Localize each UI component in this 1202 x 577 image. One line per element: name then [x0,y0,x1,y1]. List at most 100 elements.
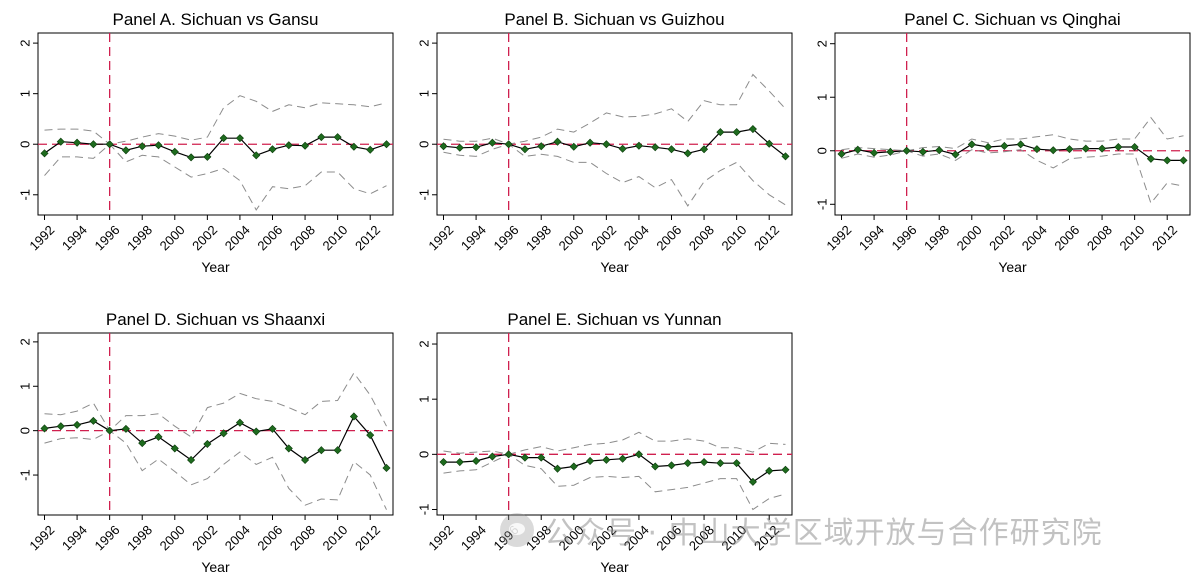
estimate-point [748,125,757,134]
x-tick-label: 1998 [124,222,155,253]
estimate-point [602,455,611,464]
y-tick-label: 2 [416,39,431,46]
estimate-point [1065,145,1074,154]
estimate-line [44,415,388,469]
plot-frame [37,32,394,216]
x-tick-label: 1994 [59,522,90,553]
x-tick-label: 2002 [986,222,1017,253]
estimate-point [170,444,179,453]
estimate-point [1049,146,1058,155]
x-tick-label: 2012 [352,522,383,553]
estimate-point [268,145,277,154]
estimate-point [748,477,757,486]
estimate-point [651,143,660,152]
estimate-point [252,427,261,436]
estimate-point [56,137,65,146]
y-tick-label: 2 [17,338,32,345]
x-tick-label: 1994 [856,222,887,253]
estimate-point [935,146,944,155]
y-tick-label: 1 [814,94,829,101]
estimate-point [569,142,578,151]
estimate-point [667,461,676,470]
x-tick-label: 1992 [425,522,456,553]
y-tick-label: 0 [416,141,431,148]
y-tick-label: 0 [416,451,431,458]
estimate-point [40,149,49,158]
y-tick-label: 1 [416,90,431,97]
estimate-point [89,140,98,149]
estimate-point [886,147,895,156]
y-tick-label: 2 [416,340,431,347]
x-tick-label: 2004 [222,222,253,253]
y-tick-label: -1 [814,199,829,211]
estimate-point [853,145,862,154]
x-tick-label: 1992 [823,222,854,253]
estimate-point [602,140,611,149]
panel-title: Panel C. Sichuan vs Qinghai [904,10,1120,29]
watermark-text: 公众号 · 中山大学区域开放与合作研究院 [544,516,1103,551]
x-tick-label: 2002 [189,522,220,553]
estimate-point [73,420,82,429]
panel-2: Panel B. Sichuan vs Guizhou -1 0 1 2 1992 1994… [416,10,793,275]
x-tick-label: 1996 [91,522,122,553]
estimate-point [967,140,976,149]
estimate-point [382,140,391,149]
x-tick-label: 2010 [319,522,350,553]
estimate-point [333,133,342,142]
estimate-point [472,143,481,152]
estimate-point [366,145,375,154]
estimate-point [683,459,692,468]
panel-title: Panel B. Sichuan vs Guizhou [504,10,724,29]
y-tick-label: 2 [17,39,32,46]
x-tick-label: 1996 [490,222,521,253]
estimate-point [284,444,293,453]
estimate-point [781,152,790,161]
y-tick-label: -1 [416,189,431,201]
estimate-point [1146,154,1155,163]
estimate-point [235,134,244,143]
x-tick-label: 2008 [1084,222,1115,253]
x-tick-label: 2008 [287,222,318,253]
y-tick-label: 0 [17,427,32,434]
estimate-point [634,450,643,459]
panel-3: Panel C. Sichuan vs Qinghai -1 0 1 2 1992 1994… [814,10,1191,275]
estimate-point [268,424,277,433]
estimate-point [382,463,391,472]
plot-frame [37,332,394,516]
estimate-point [439,142,448,151]
estimate-point [504,140,513,149]
estimate-point [618,144,627,153]
ci-lower-line [44,143,387,211]
x-tick-label: 2006 [254,222,285,253]
estimate-point [1000,141,1009,150]
estimate-point [1163,156,1172,165]
estimate-line [443,453,786,483]
y-tick-label: 0 [17,141,32,148]
estimate-point [349,142,358,151]
y-tick-label: 2 [814,40,829,47]
estimate-point [439,458,448,467]
estimate-line [44,136,387,159]
estimate-point [455,458,464,467]
x-tick-label: 1994 [59,222,90,253]
x-tick-label: 1996 [888,222,919,253]
estimate-point [902,146,911,155]
estimate-point [138,142,147,151]
x-tick-label: 1994 [458,222,489,253]
estimate-point [301,455,310,464]
estimate-point [235,418,244,427]
estimate-point [700,458,709,467]
estimate-point [317,446,326,455]
x-tick-label: 2004 [621,222,652,253]
x-tick-label: 2010 [319,222,350,253]
estimate-point [56,422,65,431]
estimate-point [89,416,98,425]
y-tick-label: -1 [17,189,32,201]
estimate-point [586,456,595,465]
ci-lower-line [443,143,786,207]
x-axis-label: Year [998,259,1027,275]
x-tick-label: 2004 [222,522,253,553]
ci-lower-line [44,430,387,510]
